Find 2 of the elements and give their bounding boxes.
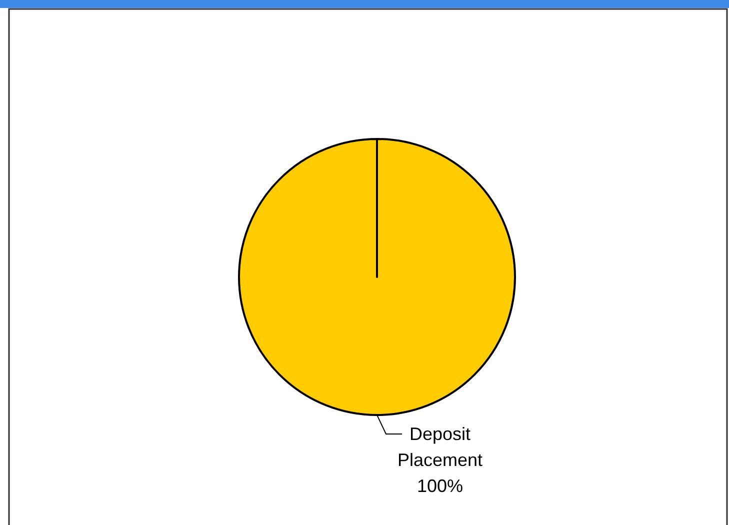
- data-label: 100%: [416, 476, 464, 496]
- slice-label: Deposit Placement: [397, 424, 483, 470]
